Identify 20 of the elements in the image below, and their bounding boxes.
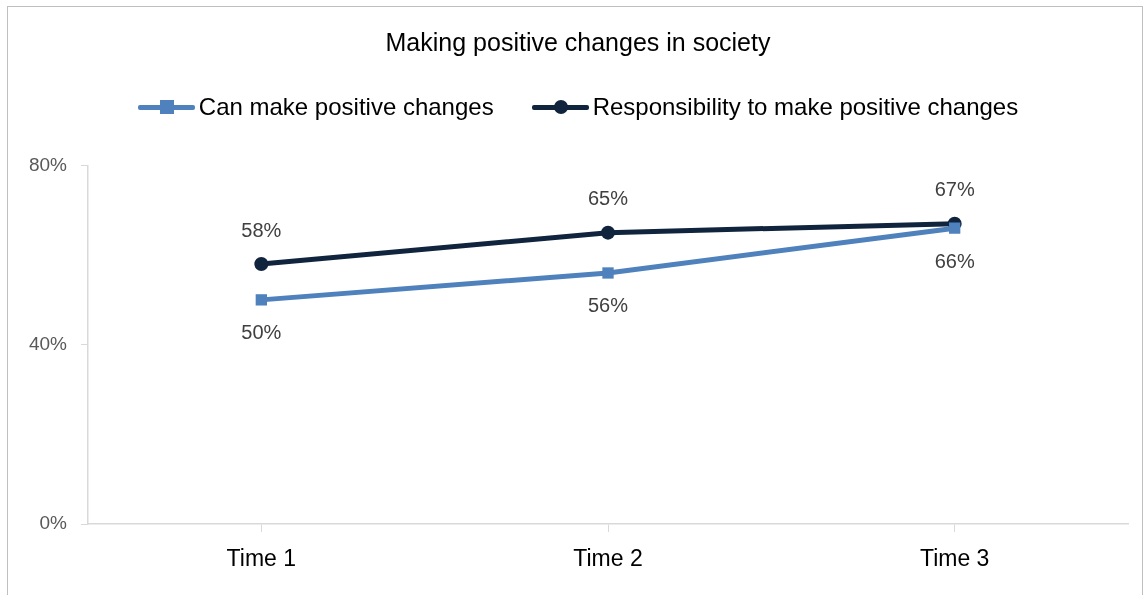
point xyxy=(254,257,269,272)
data-label: 66% xyxy=(934,249,975,272)
y-tick-label: 0% xyxy=(39,512,68,534)
data-label: 50% xyxy=(241,321,282,344)
x-tick-label: Time 1 xyxy=(226,545,297,572)
legend-label: Responsibility to make positive changes xyxy=(592,93,1019,121)
point xyxy=(602,267,614,279)
chart-title: Making positive changes in society xyxy=(384,28,772,57)
y-tick-label: 80% xyxy=(28,153,68,175)
data-label: 65% xyxy=(587,187,629,210)
x-tick-label: Time 3 xyxy=(919,545,990,572)
data-label: 58% xyxy=(241,218,282,241)
legend-label: Can make positive changes xyxy=(198,93,494,121)
y-tick-label: 40% xyxy=(28,332,68,354)
x-tick-label: Time 2 xyxy=(573,545,643,572)
point xyxy=(255,294,267,306)
point xyxy=(949,222,961,234)
data-label: 56% xyxy=(587,294,629,317)
data-label: 67% xyxy=(934,178,975,201)
point xyxy=(601,225,615,240)
